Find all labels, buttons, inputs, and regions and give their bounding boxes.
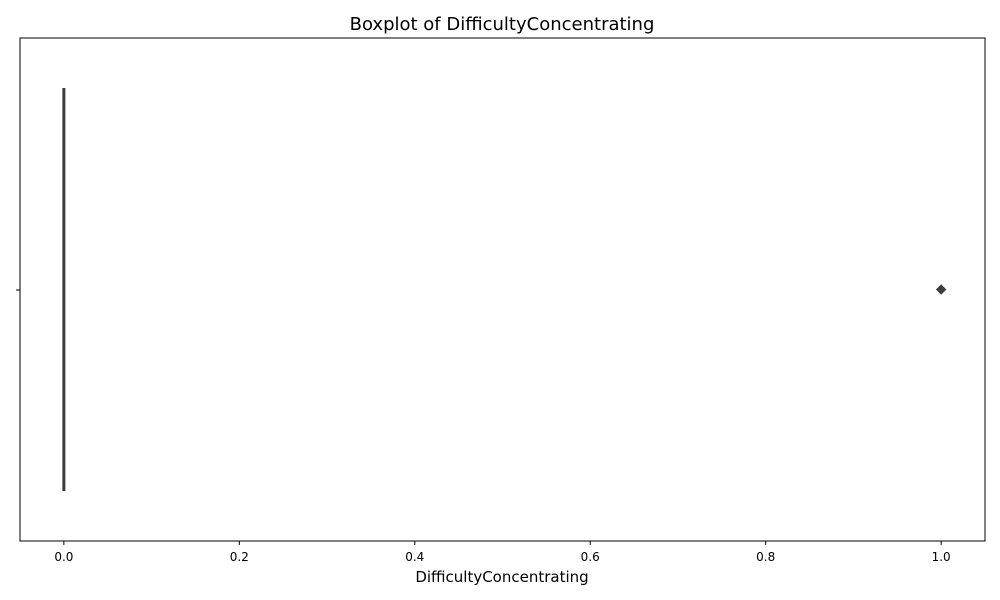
chart-title: Boxplot of DifficultyConcentrating xyxy=(350,14,655,35)
plot-frame xyxy=(19,37,986,542)
x-tick-label: 0.6 xyxy=(581,550,600,564)
x-tick-label: 0.4 xyxy=(405,550,424,564)
box-group xyxy=(62,88,947,491)
x-tick-label: 0.8 xyxy=(756,550,775,564)
outlier-point xyxy=(935,284,947,295)
x-tick-label: 0.2 xyxy=(230,550,249,564)
x-tick-label: 0.0 xyxy=(54,550,73,564)
x-axis-label: DifficultyConcentrating xyxy=(415,568,588,586)
x-axis-ticks: 0.0 0.2 0.4 0.6 0.8 1.0 xyxy=(54,541,951,564)
x-tick-label: 1.0 xyxy=(932,550,951,564)
